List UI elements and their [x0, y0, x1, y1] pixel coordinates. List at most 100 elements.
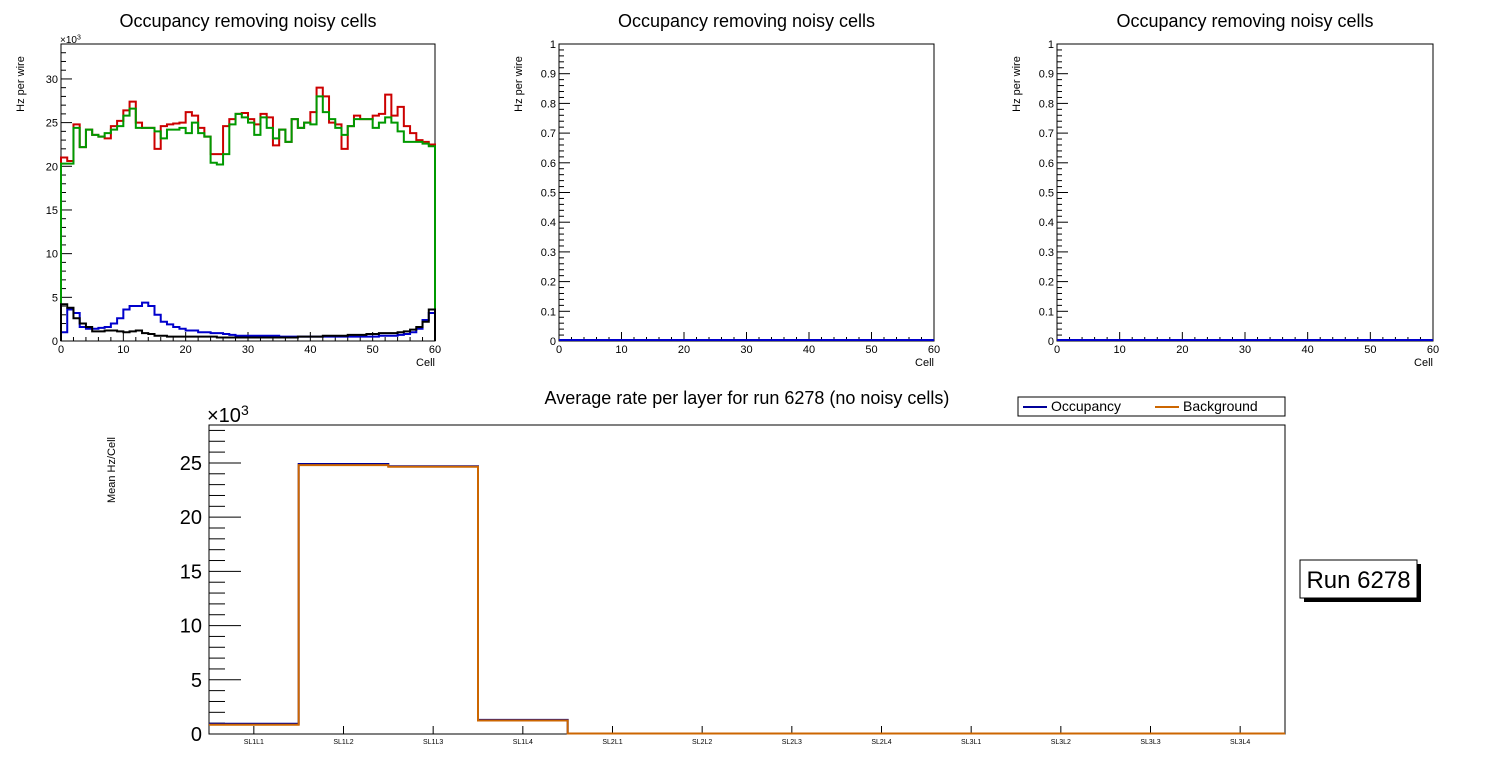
series-blue	[60, 301, 436, 341]
y-tick-label: 15	[46, 205, 58, 217]
x-tick-label: 30	[740, 344, 752, 356]
y-tick-label: 0.5	[541, 188, 556, 200]
y-tick-label: 0	[52, 336, 58, 348]
x-category-label: SL3L1	[961, 739, 981, 746]
x-tick-label: 20	[678, 344, 690, 356]
y-tick-label: 25	[46, 118, 58, 130]
exponent-base: ×10	[207, 405, 241, 427]
x-axis-label: Cell	[1414, 357, 1433, 369]
run-label-frame	[1299, 559, 1418, 599]
y-tick-label: 0.1	[1039, 306, 1054, 318]
x-tick-label: 10	[1114, 344, 1126, 356]
x-tick-label: 40	[304, 344, 316, 356]
y-axis-label: Hz per wire	[513, 56, 525, 112]
x-category-label: SL2L3	[782, 739, 802, 746]
x-axis-label: Cell	[915, 357, 934, 369]
chart-title: Occupancy removing noisy cells	[119, 11, 376, 31]
x-category-label: SL3L2	[1051, 739, 1071, 746]
x-tick-label: 10	[615, 344, 627, 356]
y-tick-label: 0.4	[541, 217, 556, 229]
x-tick-label: 0	[1054, 344, 1060, 356]
x-tick-label: 40	[803, 344, 815, 356]
legend-label: Occupancy	[1051, 398, 1121, 414]
series-green	[60, 95, 436, 341]
exponent-power: 3	[241, 402, 249, 418]
y-tick-label: 20	[46, 161, 58, 173]
run-label-box: Run 6278	[1299, 559, 1421, 602]
y-tick-label: 20	[180, 507, 202, 529]
x-category-label: SL1L4	[513, 739, 533, 746]
y-tick-label: 25	[180, 453, 202, 475]
plot-frame	[1056, 43, 1434, 342]
x-category-label: SL2L1	[602, 739, 622, 746]
x-category-label: SL1L1	[244, 739, 264, 746]
x-tick-label: 30	[242, 344, 254, 356]
legend-label: Background	[1183, 398, 1258, 414]
y-tick-label: 0.7	[541, 128, 556, 140]
chart-title: Average rate per layer for run 6278 (no …	[545, 388, 950, 408]
x-tick-label: 60	[1427, 344, 1439, 356]
x-tick-label: 50	[1364, 344, 1376, 356]
x-axis-label: Cell	[416, 357, 435, 369]
x-category-label: SL3L3	[1140, 739, 1160, 746]
y-axis-label: Hz per wire	[15, 56, 27, 112]
y-tick-label: 1	[550, 39, 556, 51]
y-tick-label: 0.4	[1039, 217, 1054, 229]
x-category-label: SL2L2	[692, 739, 712, 746]
x-category-label: SL1L2	[333, 739, 353, 746]
chart-panel-2: Occupancy removing noisy cells Hz per wir…	[513, 11, 940, 369]
x-tick-label: 0	[556, 344, 562, 356]
x-category-label: SL3L4	[1230, 739, 1250, 746]
y-exponent-label: ×103	[207, 402, 249, 427]
chart-title: Occupancy removing noisy cells	[618, 11, 875, 31]
series-black	[60, 303, 436, 341]
y-tick-label: 5	[52, 292, 58, 304]
legend: Occupancy Background	[1017, 396, 1286, 417]
y-tick-label: 5	[191, 670, 202, 692]
y-tick-label: 0.7	[1039, 128, 1054, 140]
y-tick-label: 0.3	[541, 247, 556, 259]
y-tick-label: 15	[180, 561, 202, 583]
x-tick-label: 60	[928, 344, 940, 356]
y-tick-label: 0.8	[541, 98, 556, 110]
y-tick-label: 0.6	[1039, 158, 1054, 170]
y-tick-label: 0	[1048, 336, 1054, 348]
x-category-label: SL2L4	[871, 739, 891, 746]
x-tick-label: 10	[117, 344, 129, 356]
y-tick-label: 0.9	[1039, 69, 1054, 81]
y-axis-label: Hz per wire	[1011, 56, 1023, 112]
y-tick-label: 30	[46, 74, 58, 86]
chart-panel-4: Average rate per layer for run 6278 (no …	[106, 388, 1286, 746]
chart-panel-1: Occupancy removing noisy cells Hz per wir…	[15, 11, 441, 369]
legend-box	[1017, 396, 1286, 417]
y-tick-label: 0.1	[541, 306, 556, 318]
plot-frame	[558, 43, 935, 342]
y-tick-label: 10	[180, 616, 202, 638]
series-background	[209, 464, 1285, 735]
run-label: Run 6278	[1306, 567, 1410, 594]
y-tick-label: 0.9	[541, 69, 556, 81]
x-tick-label: 50	[865, 344, 877, 356]
x-tick-label: 50	[367, 344, 379, 356]
y-tick-label: 0.2	[1039, 277, 1054, 289]
y-tick-label: 10	[46, 249, 58, 261]
x-tick-label: 0	[58, 344, 64, 356]
y-tick-label: 0	[550, 336, 556, 348]
plot-frame	[60, 43, 436, 342]
x-tick-label: 20	[180, 344, 192, 356]
chart-title: Occupancy removing noisy cells	[1116, 11, 1373, 31]
y-tick-label: 1	[1048, 39, 1054, 51]
series-occupancy	[209, 463, 1285, 735]
exponent-base: ×10	[60, 35, 77, 46]
y-exponent-label: ×103	[60, 35, 81, 47]
y-tick-label: 0.3	[1039, 247, 1054, 259]
x-tick-label: 20	[1176, 344, 1188, 356]
y-tick-label: 0	[191, 724, 202, 746]
y-tick-label: 0.6	[541, 158, 556, 170]
chart-panel-3: Occupancy removing noisy cells Hz per wir…	[1011, 11, 1439, 369]
x-tick-label: 30	[1239, 344, 1251, 356]
y-tick-label: 0.2	[541, 277, 556, 289]
x-category-label: SL1L3	[423, 739, 443, 746]
x-tick-label: 40	[1302, 344, 1314, 356]
